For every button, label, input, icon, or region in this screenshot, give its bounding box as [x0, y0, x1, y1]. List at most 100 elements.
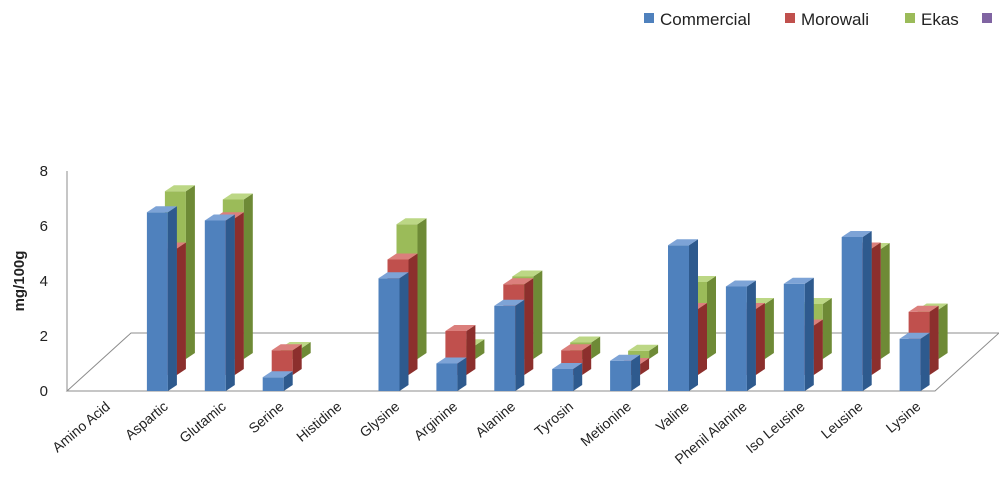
bar-side-face [649, 344, 659, 359]
x-category-label: Amino Acid [49, 398, 113, 455]
bar-front-face [899, 338, 921, 391]
bar-front-face [494, 305, 516, 391]
x-category-label: Serine [245, 398, 286, 436]
bar-side-face [689, 239, 698, 391]
bar-side-face [408, 253, 418, 375]
bar-commercial-valine [668, 239, 698, 391]
bar-top-face [146, 206, 177, 213]
bar-commercial-serine [262, 371, 293, 391]
y-axis-ticks: 0 2 4 6 8 [40, 163, 48, 400]
bar-front-face [262, 377, 284, 391]
bar-side-face [929, 305, 939, 375]
bar-side-face [515, 299, 525, 391]
bar-commercial-phenil-alanine [725, 280, 756, 391]
y-axis-title: mg/100g [11, 251, 28, 312]
bar-side-face [533, 270, 543, 359]
legend-label-commercial: Commercial [660, 10, 751, 29]
bar-front-face [725, 286, 747, 391]
bar-top-face [610, 354, 641, 361]
x-category-label: Iso Leusine [743, 398, 808, 456]
bars-group [146, 185, 948, 391]
legend-swatch-extra [982, 13, 992, 23]
bar-side-face [804, 277, 814, 391]
bar-commercial-glysine [378, 272, 409, 391]
x-category-label: Aspartic [122, 398, 171, 443]
bar-side-face [582, 344, 592, 375]
x-category-label: Lysine [883, 398, 924, 436]
legend-swatch-ekas [905, 13, 915, 23]
x-category-label: Arginine [411, 398, 461, 443]
bar-side-face [167, 206, 177, 391]
bar-top-face [908, 305, 939, 312]
bar-top-face [628, 344, 659, 351]
bar-top-face [204, 214, 235, 221]
y-tick-label: 2 [40, 328, 48, 345]
bar-commercial-leusine [841, 231, 872, 391]
bar-side-face [292, 344, 302, 375]
legend-label-morowali: Morowali [801, 10, 869, 29]
bar-side-face [631, 354, 641, 391]
bar-side-face [871, 242, 881, 375]
legend-label-ekas: Ekas [921, 10, 959, 29]
bar-top-face [387, 253, 418, 260]
bar-side-face [640, 358, 650, 375]
bar-side-face [225, 214, 235, 391]
bar-side-face [185, 185, 195, 359]
bar-top-face [396, 218, 427, 225]
bar-front-face [841, 237, 863, 391]
bar-side-face [417, 218, 427, 359]
bar-side-face [707, 276, 716, 359]
bar-front-face [610, 360, 632, 391]
x-category-label: Leusine [818, 398, 866, 442]
bar-side-face [301, 342, 311, 359]
bar-commercial-tyrosin [552, 363, 583, 391]
legend: Commercial Morowali Ekas [644, 10, 992, 29]
bar-commercial-glutamic [204, 214, 235, 391]
bar-top-face [262, 371, 293, 378]
bar-side-face [880, 243, 890, 359]
bar-front-face [204, 220, 226, 391]
bar-top-face [378, 272, 409, 279]
bar-side-face [399, 272, 409, 391]
bar-top-face [899, 332, 930, 339]
bar-commercial-iso-leusine [783, 277, 814, 391]
x-category-label: Glutamic [176, 398, 229, 446]
y-tick-label: 8 [40, 163, 48, 180]
category-labels: Amino Acid Aspartic Glutamic Serine Histidin… [49, 398, 924, 467]
bar-front-face [378, 278, 400, 391]
bar-side-face [466, 325, 476, 375]
bar-front-face [271, 350, 293, 375]
bar-side-face [813, 319, 823, 375]
bar-side-face [475, 339, 485, 359]
bar-side-face [283, 371, 293, 391]
bar-top-face [164, 185, 195, 192]
bar-front-face [436, 363, 458, 391]
bar-top-face [222, 193, 253, 200]
bar-top-face [725, 280, 756, 287]
x-category-label: Metionine [577, 398, 634, 449]
legend-swatch-morowali [785, 13, 795, 23]
bar-morowali-serine [271, 344, 302, 375]
legend-swatch-commercial [644, 13, 654, 23]
bar-side-face [176, 242, 186, 375]
bar-top-face [561, 344, 592, 351]
y-tick-label: 4 [40, 273, 48, 290]
bar-front-face [552, 369, 574, 391]
bar-side-face [573, 363, 583, 391]
bar-side-face [457, 357, 467, 391]
y-tick-label: 0 [40, 383, 48, 400]
bar-side-face [920, 332, 930, 391]
bar-top-face [783, 277, 814, 284]
bar-side-face [862, 231, 872, 391]
x-category-label: Valine [653, 398, 692, 435]
bar-side-face [524, 278, 534, 375]
bar-commercial-arginine [436, 357, 467, 391]
bar-side-face [591, 336, 601, 359]
x-category-label: Histidine [293, 398, 345, 445]
bar-top-face [271, 344, 302, 351]
bar-top-face [445, 325, 476, 331]
x-category-label: Tyrosin [531, 398, 576, 439]
bar-side-face [938, 303, 948, 359]
bar-commercial-aspartic [146, 206, 177, 391]
